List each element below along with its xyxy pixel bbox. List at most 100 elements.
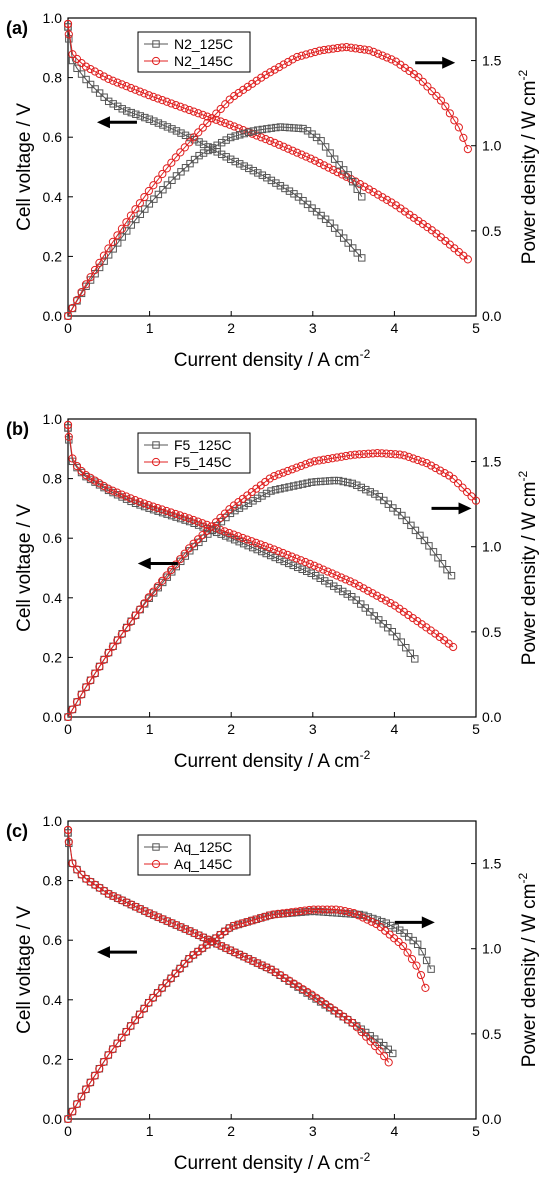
y2-tick-label: 1.5 [482, 454, 502, 470]
series-line [67, 909, 426, 1120]
data-point [265, 474, 274, 483]
data-point [319, 161, 329, 170]
data-point [331, 905, 341, 914]
data-point [344, 171, 352, 179]
chart-panel: 0 1 2 3 4 50.00.20.40.60.81.00.00.51.01.5Curr… [6, 10, 540, 371]
data-point [212, 939, 222, 949]
data-point [400, 451, 409, 460]
data-point [445, 109, 454, 118]
data-point [251, 915, 260, 924]
data-point [158, 576, 167, 586]
data-point [171, 100, 180, 110]
data-point [337, 170, 347, 179]
data-point [64, 837, 73, 846]
arrow-left [96, 116, 137, 129]
data-point [254, 126, 262, 134]
series-F5_145C [64, 420, 458, 652]
data-point [411, 655, 419, 663]
data-point [258, 492, 266, 500]
series-F5_145C [64, 449, 480, 721]
data-point [123, 107, 131, 115]
data-point [244, 499, 253, 507]
data-point [332, 453, 342, 462]
data-point [216, 513, 225, 522]
data-point [64, 432, 73, 441]
arrow-right [431, 502, 472, 515]
data-point [359, 449, 369, 459]
panel-label: (c) [6, 821, 28, 841]
series-Aq_125C [64, 907, 435, 1123]
data-point [323, 905, 332, 914]
data-point [353, 249, 361, 257]
data-point [283, 550, 292, 559]
data-point [285, 976, 294, 985]
data-point [335, 229, 343, 237]
data-point [266, 68, 275, 77]
data-point [405, 933, 413, 941]
series-line [67, 46, 469, 317]
data-point [337, 43, 347, 52]
data-point [247, 916, 256, 925]
data-point [245, 164, 253, 173]
data-point [185, 105, 194, 115]
data-point [394, 937, 403, 947]
data-point [127, 108, 135, 117]
data-point [321, 215, 330, 223]
data-point [171, 969, 180, 978]
data-point [354, 911, 363, 920]
data-point [153, 175, 162, 184]
data-point [294, 982, 303, 991]
y-axis-label: Cell voltage / V [14, 103, 35, 231]
data-point [149, 587, 158, 596]
data-point [167, 158, 176, 167]
data-point [281, 123, 289, 132]
data-point [292, 463, 301, 472]
data-point [298, 565, 306, 574]
data-point [411, 526, 420, 535]
data-point [171, 509, 180, 519]
x-tick-label: 1 [146, 721, 154, 737]
data-point [368, 449, 377, 458]
data-point [99, 1057, 108, 1067]
data-point [283, 466, 292, 476]
data-point [64, 311, 73, 320]
data-point [292, 554, 301, 563]
data-point [77, 1092, 86, 1101]
data-point [293, 148, 302, 157]
data-point [226, 946, 235, 955]
data-point [233, 920, 242, 929]
data-point [389, 504, 397, 512]
data-point [130, 1016, 140, 1025]
data-point [226, 155, 235, 163]
data-point [261, 70, 270, 79]
data-point [353, 481, 361, 489]
data-point [220, 527, 229, 536]
data-point [288, 146, 297, 155]
data-point [144, 593, 153, 602]
data-point [68, 50, 77, 59]
data-point [316, 477, 325, 486]
x-tick-label: 5 [472, 721, 480, 737]
data-point [355, 581, 364, 591]
data-point [225, 528, 234, 538]
data-point [64, 30, 73, 39]
data-point [141, 205, 149, 213]
arrow-head [137, 557, 151, 570]
data-point [315, 46, 324, 55]
data-point [312, 208, 321, 216]
data-point [330, 155, 339, 163]
data-point [454, 123, 463, 132]
data-point [113, 1039, 122, 1048]
data-point [285, 187, 294, 195]
data-point [384, 500, 393, 508]
data-point [348, 1018, 357, 1028]
data-point [159, 186, 167, 194]
y2-tick-label: 0.5 [482, 1026, 502, 1042]
data-point [434, 554, 442, 562]
data-point [136, 904, 145, 914]
data-point [271, 553, 279, 562]
data-point [149, 911, 158, 920]
data-point [193, 517, 202, 526]
data-point [126, 83, 135, 93]
data-point [330, 224, 339, 232]
